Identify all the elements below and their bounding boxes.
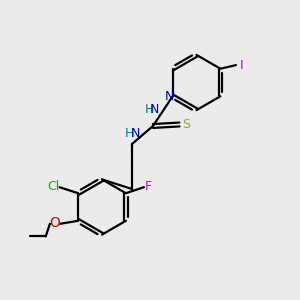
Text: H: H	[125, 127, 135, 140]
Text: H: H	[145, 103, 154, 116]
Text: Cl: Cl	[47, 179, 60, 193]
Text: I: I	[240, 58, 243, 72]
Text: N: N	[130, 127, 140, 140]
Text: O: O	[49, 216, 60, 230]
Text: S: S	[182, 118, 190, 131]
Text: N: N	[164, 90, 174, 103]
Text: N: N	[150, 103, 159, 116]
Text: F: F	[145, 179, 152, 193]
